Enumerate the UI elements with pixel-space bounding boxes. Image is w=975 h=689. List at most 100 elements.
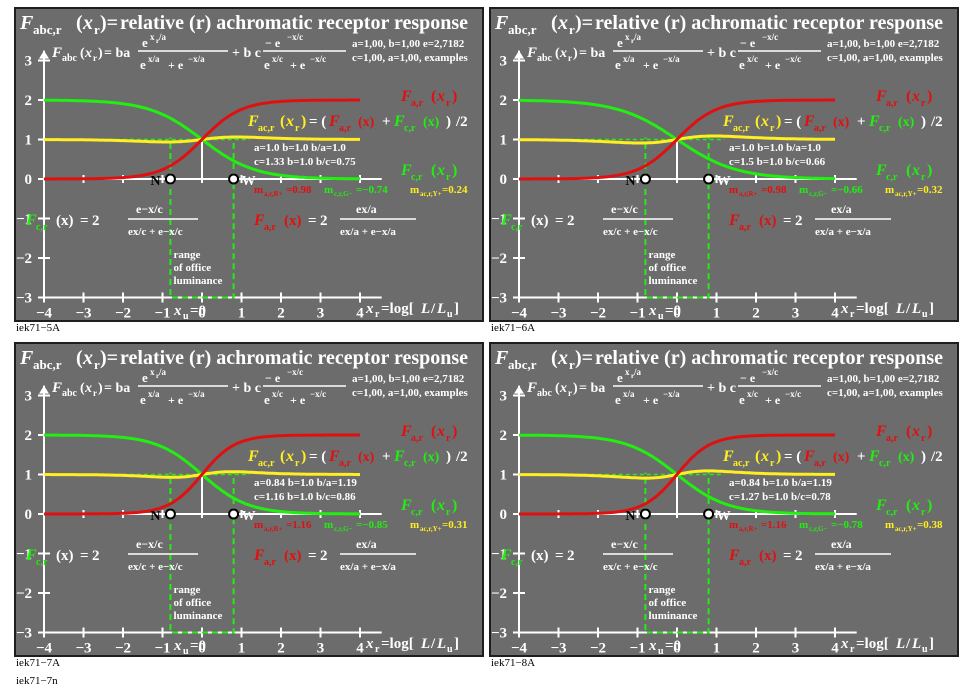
xaxis-log: =log[: [856, 301, 889, 317]
yellow-fa-sub: a,r: [814, 458, 827, 469]
xaxis-u: u: [922, 644, 928, 655]
title-paren-close: )=: [575, 347, 593, 369]
y-tick-label: 3: [500, 54, 508, 70]
formula-x-sub: r: [568, 388, 572, 398]
m-yellow: m: [410, 184, 419, 196]
fa-formula-sub: a,r: [264, 557, 277, 568]
office-range-box: [169, 179, 235, 299]
xaxis-slash: /: [905, 636, 911, 652]
yellow-xsub: r: [770, 123, 775, 134]
office-range-box: [169, 514, 235, 634]
red-label-xsub: r: [446, 433, 451, 444]
xaxis-Lu: L: [911, 301, 921, 317]
y-tick-label: 0: [25, 172, 33, 188]
xaxis-u: u: [447, 309, 453, 320]
fc-frac-den: ex/c + e−x/c: [128, 226, 183, 238]
panel-id: iek71−6A: [491, 322, 536, 334]
xaxis-x: x: [840, 301, 849, 317]
formula-paren-close: ): [98, 46, 103, 61]
xaxis-Lu: L: [436, 301, 446, 317]
frac1-num-exp: x: [150, 367, 155, 377]
x-tick-label: −1: [154, 641, 170, 657]
frac2-den: e: [739, 392, 745, 407]
red-label-x: x: [436, 423, 445, 440]
xaxis-L: L: [895, 636, 905, 652]
x-tick-label: 4: [831, 641, 839, 657]
red-label-f: F: [400, 88, 412, 105]
frac1-num-e: e: [617, 370, 623, 385]
formula-x: x: [559, 46, 567, 61]
chart-panel: −4 −3 −2 −1 0 1 2 3 4 3 2 1 0 −1 −2 −3 range of office lum…: [14, 7, 484, 322]
title-x-sub: r: [94, 22, 100, 37]
fa-formula-eq: =: [308, 548, 317, 564]
x-tick-label: −4: [511, 641, 528, 657]
xaxis-close: ]: [454, 301, 459, 317]
range-label: of office: [649, 262, 687, 274]
formula-F: F: [526, 45, 537, 61]
title-text: relative (r) achromatic receptor respons…: [120, 12, 468, 34]
x-tick-label: −2: [590, 641, 606, 657]
point-W: [703, 173, 715, 185]
fa-frac-den: ex/a + e−x/a: [815, 561, 871, 573]
formula-x-sub: r: [93, 53, 97, 63]
yellow-close: ): [921, 114, 926, 130]
fa-formula-f: F: [253, 212, 265, 229]
red-label-sub: a,r: [411, 433, 424, 444]
m-yellow-val: =0.32: [917, 184, 943, 196]
formula-F: F: [51, 380, 62, 396]
title-f: F: [19, 347, 34, 369]
title-x: x: [557, 347, 568, 369]
formula-F: F: [51, 45, 62, 61]
red-label-paren2: ): [927, 423, 932, 440]
frac1-den-exp2: −x/a: [663, 54, 680, 64]
formula-plus-bc: + b c: [232, 46, 261, 61]
frac1-num-exp-sub: r: [156, 37, 159, 45]
m-yellow-sub: ac,r,Y+: [420, 190, 442, 198]
fa-frac-num: ex/a: [831, 537, 852, 551]
fa-formula-eq: =: [783, 213, 792, 229]
fc-formula-f: F: [500, 547, 512, 564]
x-tick-label: −3: [75, 306, 91, 322]
y-tick-label: −2: [491, 251, 507, 267]
params-line1: a=1.0 b=1.0 b/a=1.0: [254, 142, 346, 154]
y-tick-label: 1: [500, 133, 508, 149]
frac1-den: e: [140, 392, 146, 407]
range-label: of office: [174, 597, 212, 609]
fa-formula-f: F: [728, 547, 740, 564]
constants-line2: c=1,00, a=1,00, examples: [352, 387, 469, 399]
y-axis-arrow: [39, 50, 49, 59]
params-line2: c=1.5 b=1.0 b/c=0.66: [729, 156, 826, 168]
title-paren-close: )=: [100, 347, 118, 369]
yellow-sub: ac,r: [258, 123, 275, 134]
yellow-plus: +: [382, 114, 391, 130]
green-label-f: F: [875, 162, 887, 179]
fa-formula-sub: a,r: [264, 222, 277, 233]
title-paren-open: (: [551, 347, 558, 369]
panel-id: iek71−8A: [491, 657, 536, 669]
formula-paren-close: ): [573, 381, 578, 396]
y-tick-label: 2: [25, 428, 33, 444]
yellow-fa-x: (x): [358, 450, 375, 465]
y-tick-label: 1: [500, 468, 508, 484]
m-green: m: [799, 519, 808, 531]
x-tick-label: −2: [115, 641, 131, 657]
fc-frac-num: e−x/c: [611, 537, 638, 551]
x-tick-label: −2: [115, 306, 131, 322]
red-label-paren2: ): [452, 88, 457, 105]
red-label-paren: (: [906, 88, 911, 105]
point-N-label: N: [625, 509, 635, 524]
fc-formula-eq: =: [80, 548, 89, 564]
y-tick-label: −1: [16, 212, 32, 228]
fa-frac-num: ex/a: [356, 537, 377, 551]
y-tick-label: 1: [25, 468, 33, 484]
frac1-den-exp: x/a: [148, 54, 160, 64]
m-red: m: [254, 184, 263, 196]
xaxis-close: ]: [454, 636, 459, 652]
formula-paren: (: [80, 46, 85, 61]
y-tick-label: 0: [500, 172, 508, 188]
yellow-sub: ac,r: [733, 123, 750, 134]
xaxis-Lu: L: [911, 636, 921, 652]
y-tick-label: 2: [25, 93, 33, 109]
m-green-sub: c,r,G−: [334, 190, 353, 198]
x-tick-label: 0: [198, 306, 206, 322]
